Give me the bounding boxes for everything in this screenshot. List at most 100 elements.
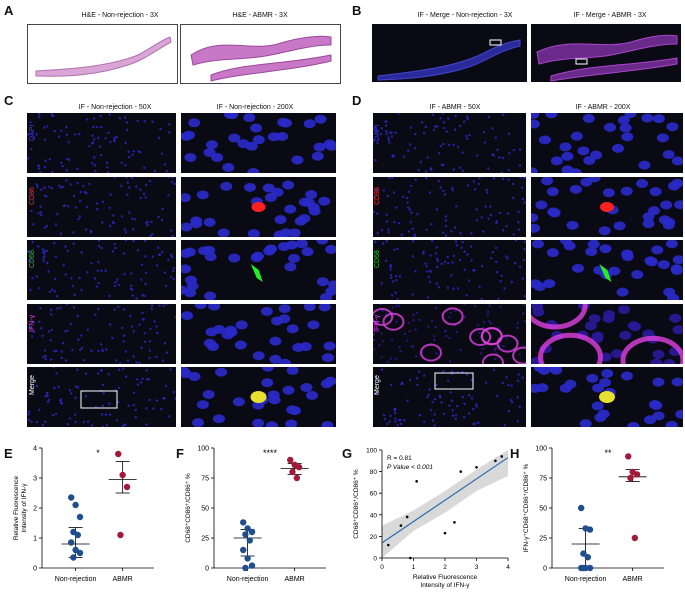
micrograph-merge-2 (373, 367, 526, 427)
x-tick-label: 0 (380, 564, 384, 571)
y-tick-label: 1 (33, 536, 37, 543)
annotation-1: P Value < 0.001 (387, 464, 433, 471)
significance-marker: **** (263, 448, 278, 458)
micrograph-cd86-2 (373, 176, 526, 237)
micrograph-dapi-3 (531, 113, 683, 173)
data-point (586, 564, 594, 572)
series-nonrejection (233, 519, 262, 572)
x-axis-label: Relative Fluorescence Intensity of IFN-γ (413, 574, 478, 589)
data-point (240, 546, 247, 554)
micrograph-cd68-0 (27, 240, 176, 300)
y-tick-label: 25 (201, 536, 209, 543)
row-label-dapi: DAPI (29, 124, 36, 141)
data-point (586, 526, 594, 533)
y-tick-label: 0 (373, 556, 377, 563)
series-abmr (280, 456, 309, 482)
row-label-cd68: CD68 (374, 250, 381, 268)
data-point (580, 564, 587, 572)
data-point (293, 474, 301, 482)
data-point (443, 531, 447, 535)
panel-letter-a: A (4, 3, 14, 18)
micrograph-dapi-1 (181, 113, 336, 173)
data-point (244, 555, 251, 562)
data-point (117, 531, 124, 539)
y-tick-label: 50 (201, 506, 209, 513)
row-label-dapi: DAPI (374, 124, 381, 141)
series-abmr (108, 450, 137, 539)
x-tick-label: 1 (412, 564, 416, 571)
row-label-cd86: CD86 (29, 186, 36, 205)
y-tick-label: 20 (370, 534, 378, 541)
micrograph-ifn-2 (373, 303, 526, 364)
data-point (295, 464, 303, 471)
y-tick-label: 3 (33, 476, 37, 483)
data-point (68, 494, 75, 501)
micrograph-cd68-2 (373, 240, 526, 300)
panel-d-title-2: IF - ABMR - 200X (575, 104, 631, 111)
y-tick-label: 80 (370, 469, 378, 476)
micrograph-merge-1 (181, 367, 336, 427)
data-point (74, 531, 82, 539)
data-point (475, 465, 478, 469)
row-label-ifn: IFN-γ (374, 314, 381, 332)
data-point (625, 453, 632, 460)
data-point (500, 455, 503, 458)
micrograph-dapi-2 (373, 113, 526, 173)
x-tick-label: ABMR (285, 576, 305, 583)
micrograph-ifn-0 (27, 303, 176, 364)
micrograph-cd86-3 (531, 176, 683, 237)
x-tick-label: 4 (506, 564, 510, 571)
panel-d-title-1: IF - ABMR - 50X (429, 104, 481, 111)
data-point (123, 483, 131, 491)
data-point (246, 537, 253, 544)
panel-letter-b: B (352, 3, 362, 18)
series-nonrejection (61, 494, 90, 561)
data-point (242, 564, 249, 572)
chart-g: 0 20 40 60 80 100 0 1 2 3 4 CD68⁺CD86⁺/CD86⁺ % Relat… (353, 448, 510, 590)
data-point (578, 504, 585, 512)
data-point (248, 528, 256, 536)
data-point (387, 543, 390, 547)
panel-letter-e: E (4, 446, 13, 461)
data-point (240, 519, 247, 526)
data-point (494, 459, 497, 463)
x-tick-label: Non-rejection (55, 576, 97, 583)
y-axis-label: CD68⁺CD86⁺/CD86⁺ % (185, 473, 192, 543)
data-point (68, 539, 75, 546)
y-axis-label: Relative FluorescenceIntensity of IFN-γ (13, 475, 28, 540)
y-tick-label: 0 (543, 566, 547, 573)
y-tick-label: 60 (370, 491, 378, 498)
y-tick-label: 75 (201, 476, 209, 483)
chart-h: 0 25 50 75 100 IFN-γ⁺CD68⁺CD86⁺/CD86⁺ % Non-re… (523, 446, 664, 583)
data-point (76, 513, 84, 521)
y-tick-label: 0 (205, 566, 209, 573)
chart-e: 0 1 2 3 4 Relative FluorescenceIntensity of I… (13, 446, 154, 583)
data-point (627, 474, 634, 482)
panel-a-title-1: H&E - Non-rejection - 3X (81, 12, 159, 19)
panel-a-title-2: H&E - ABMR - 3X (232, 12, 288, 19)
chart-f: 0 25 50 75 100 CD68⁺CD86⁺/CD86⁺ % Non-rejectio… (185, 446, 326, 583)
panel-b-title-2: IF - Merge - ABMR - 3X (573, 12, 647, 19)
data-point (453, 521, 456, 524)
panel-c-title-2: IF - Non-rejection - 200X (216, 104, 294, 111)
panel-letter-d: D (352, 93, 362, 108)
data-point (584, 554, 591, 561)
panel-letter-c: C (4, 93, 14, 108)
y-tick-label: 4 (33, 446, 37, 453)
micrograph-cd86-1 (181, 176, 336, 237)
x-tick-label: Non-rejection (565, 576, 607, 583)
y-tick-label: 100 (197, 446, 209, 453)
x-tick-label: ABMR (623, 576, 643, 583)
micrograph-ifn-1 (181, 303, 336, 364)
data-point (244, 525, 251, 532)
confidence-band (382, 450, 508, 558)
if-merge-nonrejection-image (372, 24, 527, 82)
series-abmr (618, 453, 647, 542)
micrograph-merge-0 (27, 367, 176, 427)
he-abmr-image (180, 24, 341, 84)
x-tick-label: ABMR (113, 576, 133, 583)
data-point (72, 501, 79, 509)
panel-letter-h: H (510, 446, 520, 461)
data-point (115, 450, 122, 458)
significance-marker: * (96, 448, 100, 458)
